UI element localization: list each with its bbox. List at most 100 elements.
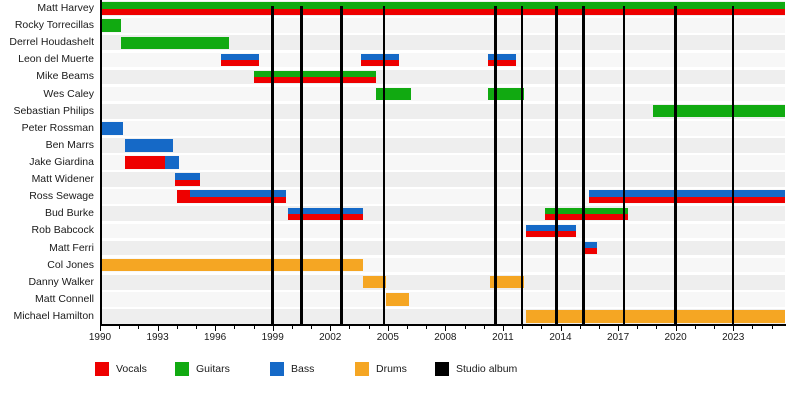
row-band	[100, 206, 785, 222]
timeline-bar-guitars	[376, 87, 411, 101]
legend-label: Studio album	[456, 363, 518, 375]
timeline-bar-bass	[360, 53, 400, 60]
row-band	[100, 240, 785, 256]
x-tick-label: 2020	[664, 332, 687, 343]
x-tick-major	[502, 325, 504, 331]
x-tick-label: 2023	[722, 332, 745, 343]
legend-swatch-guitars-icon	[175, 362, 189, 376]
x-axis-line	[100, 324, 786, 326]
member-label-column: Matt Harvey Rocky Torrecillas Derrel Houda…	[0, 0, 97, 325]
timeline-bar-guitars	[545, 207, 628, 214]
x-tick-major	[618, 325, 620, 331]
row-band	[100, 138, 785, 153]
x-tick-minor	[483, 325, 485, 329]
legend-swatch-drums-icon	[355, 362, 369, 376]
x-tick-major	[675, 325, 677, 331]
x-tick-minor	[541, 325, 543, 329]
x-tick-minor	[195, 325, 197, 329]
studio-album-marker	[340, 6, 344, 325]
timeline-bar-vocals	[220, 59, 260, 67]
legend-item-guitars[interactable]: Guitars	[175, 362, 230, 376]
member-label-matt-ferri: Matt Ferri	[49, 241, 94, 254]
legend-item-bass[interactable]: Bass	[270, 362, 314, 376]
studio-album-marker	[674, 6, 677, 325]
timeline-bar-bass	[165, 156, 179, 169]
x-tick-minor	[598, 325, 600, 329]
timeline-bar-drums	[385, 293, 409, 306]
member-label-ross-sewage: Ross Sewage	[29, 190, 94, 203]
timeline-bar-bass	[589, 190, 785, 197]
x-tick-minor	[656, 325, 658, 329]
timeline-bar-guitars	[100, 19, 122, 32]
timeline-bar-drums	[362, 275, 386, 289]
x-tick-minor	[426, 325, 428, 329]
row-band	[100, 86, 785, 102]
x-tick-label: 2011	[492, 332, 514, 343]
member-label-rob-babcock: Rob Babcock	[31, 224, 94, 237]
member-label-matt-widener: Matt Widener	[31, 173, 94, 186]
member-label-matt-harvey: Matt Harvey	[37, 2, 94, 15]
timeline-bar-vocals	[124, 156, 177, 169]
x-tick-minor	[771, 325, 773, 329]
studio-album-marker	[520, 6, 524, 325]
member-label-matt-connell: Matt Connell	[35, 292, 94, 305]
member-label-derrel-houdashelt: Derrel Houdashelt	[9, 36, 94, 49]
legend-item-drums[interactable]: Drums	[355, 362, 407, 376]
timeline-bar-bass	[190, 190, 287, 197]
legend-swatch-vocals-icon	[95, 362, 109, 376]
chart-legend: Vocals Guitars Bass Drums Studio album	[0, 362, 800, 386]
timeline-bar-guitars	[100, 2, 785, 9]
row-band	[100, 18, 785, 33]
timeline-bar-bass	[487, 53, 517, 60]
x-tick-major	[445, 325, 447, 331]
member-label-jake-giardina: Jake Giardina	[29, 156, 94, 168]
row-band	[100, 155, 785, 170]
x-tick-minor	[464, 325, 466, 329]
x-tick-minor	[138, 325, 140, 329]
x-tick-label: 2005	[376, 332, 399, 343]
member-label-rocky-torrecillas: Rocky Torrecillas	[14, 19, 94, 32]
timeline-bar-guitars	[652, 104, 785, 118]
x-tick-major	[215, 325, 217, 331]
row-band	[100, 274, 785, 290]
row-band	[100, 52, 785, 68]
legend-item-studio_album[interactable]: Studio album	[435, 362, 517, 376]
timeline-bar-vocals	[360, 59, 400, 67]
timeline-bar-bass	[583, 241, 597, 249]
legend-label: Guitars	[196, 363, 230, 375]
x-tick-minor	[119, 325, 121, 329]
member-label-leon-del-muerte: Leon del Muerte	[18, 53, 94, 66]
timeline-bar-vocals	[100, 8, 785, 15]
x-tick-major	[560, 325, 562, 331]
x-tick-minor	[714, 325, 715, 329]
timeline-plot-area	[100, 0, 785, 325]
x-tick-major	[387, 325, 389, 331]
row-band	[100, 223, 785, 239]
legend-label: Vocals	[116, 363, 147, 375]
legend-item-vocals[interactable]: Vocals	[95, 362, 147, 376]
member-label-sebastian-philips: Sebastian Philips	[13, 104, 94, 117]
x-tick-major	[733, 325, 735, 331]
studio-album-marker	[622, 6, 626, 325]
x-tick-label: 2002	[319, 332, 342, 343]
timeline-bar-bass	[124, 139, 173, 152]
x-tick-minor	[311, 325, 313, 329]
timeline-bar-guitars	[253, 70, 377, 77]
row-band	[100, 103, 785, 119]
timeline-bar-drums	[100, 258, 363, 272]
x-tick-major	[272, 325, 274, 331]
timeline-bar-vocals	[174, 179, 200, 186]
timeline-bar-vocals	[589, 196, 785, 203]
timeline-bar-vocals	[583, 248, 597, 255]
x-tick-minor	[522, 325, 524, 329]
x-tick-major	[330, 325, 332, 331]
timeline-bar-bass	[174, 173, 200, 180]
x-tick-minor	[176, 325, 178, 329]
x-tick-minor	[407, 325, 408, 329]
y-axis-line	[100, 0, 102, 325]
x-tick-minor	[694, 325, 696, 329]
x-tick-major	[157, 325, 159, 331]
member-label-danny-walker: Danny Walker	[28, 275, 94, 288]
x-tick-minor	[752, 325, 754, 329]
